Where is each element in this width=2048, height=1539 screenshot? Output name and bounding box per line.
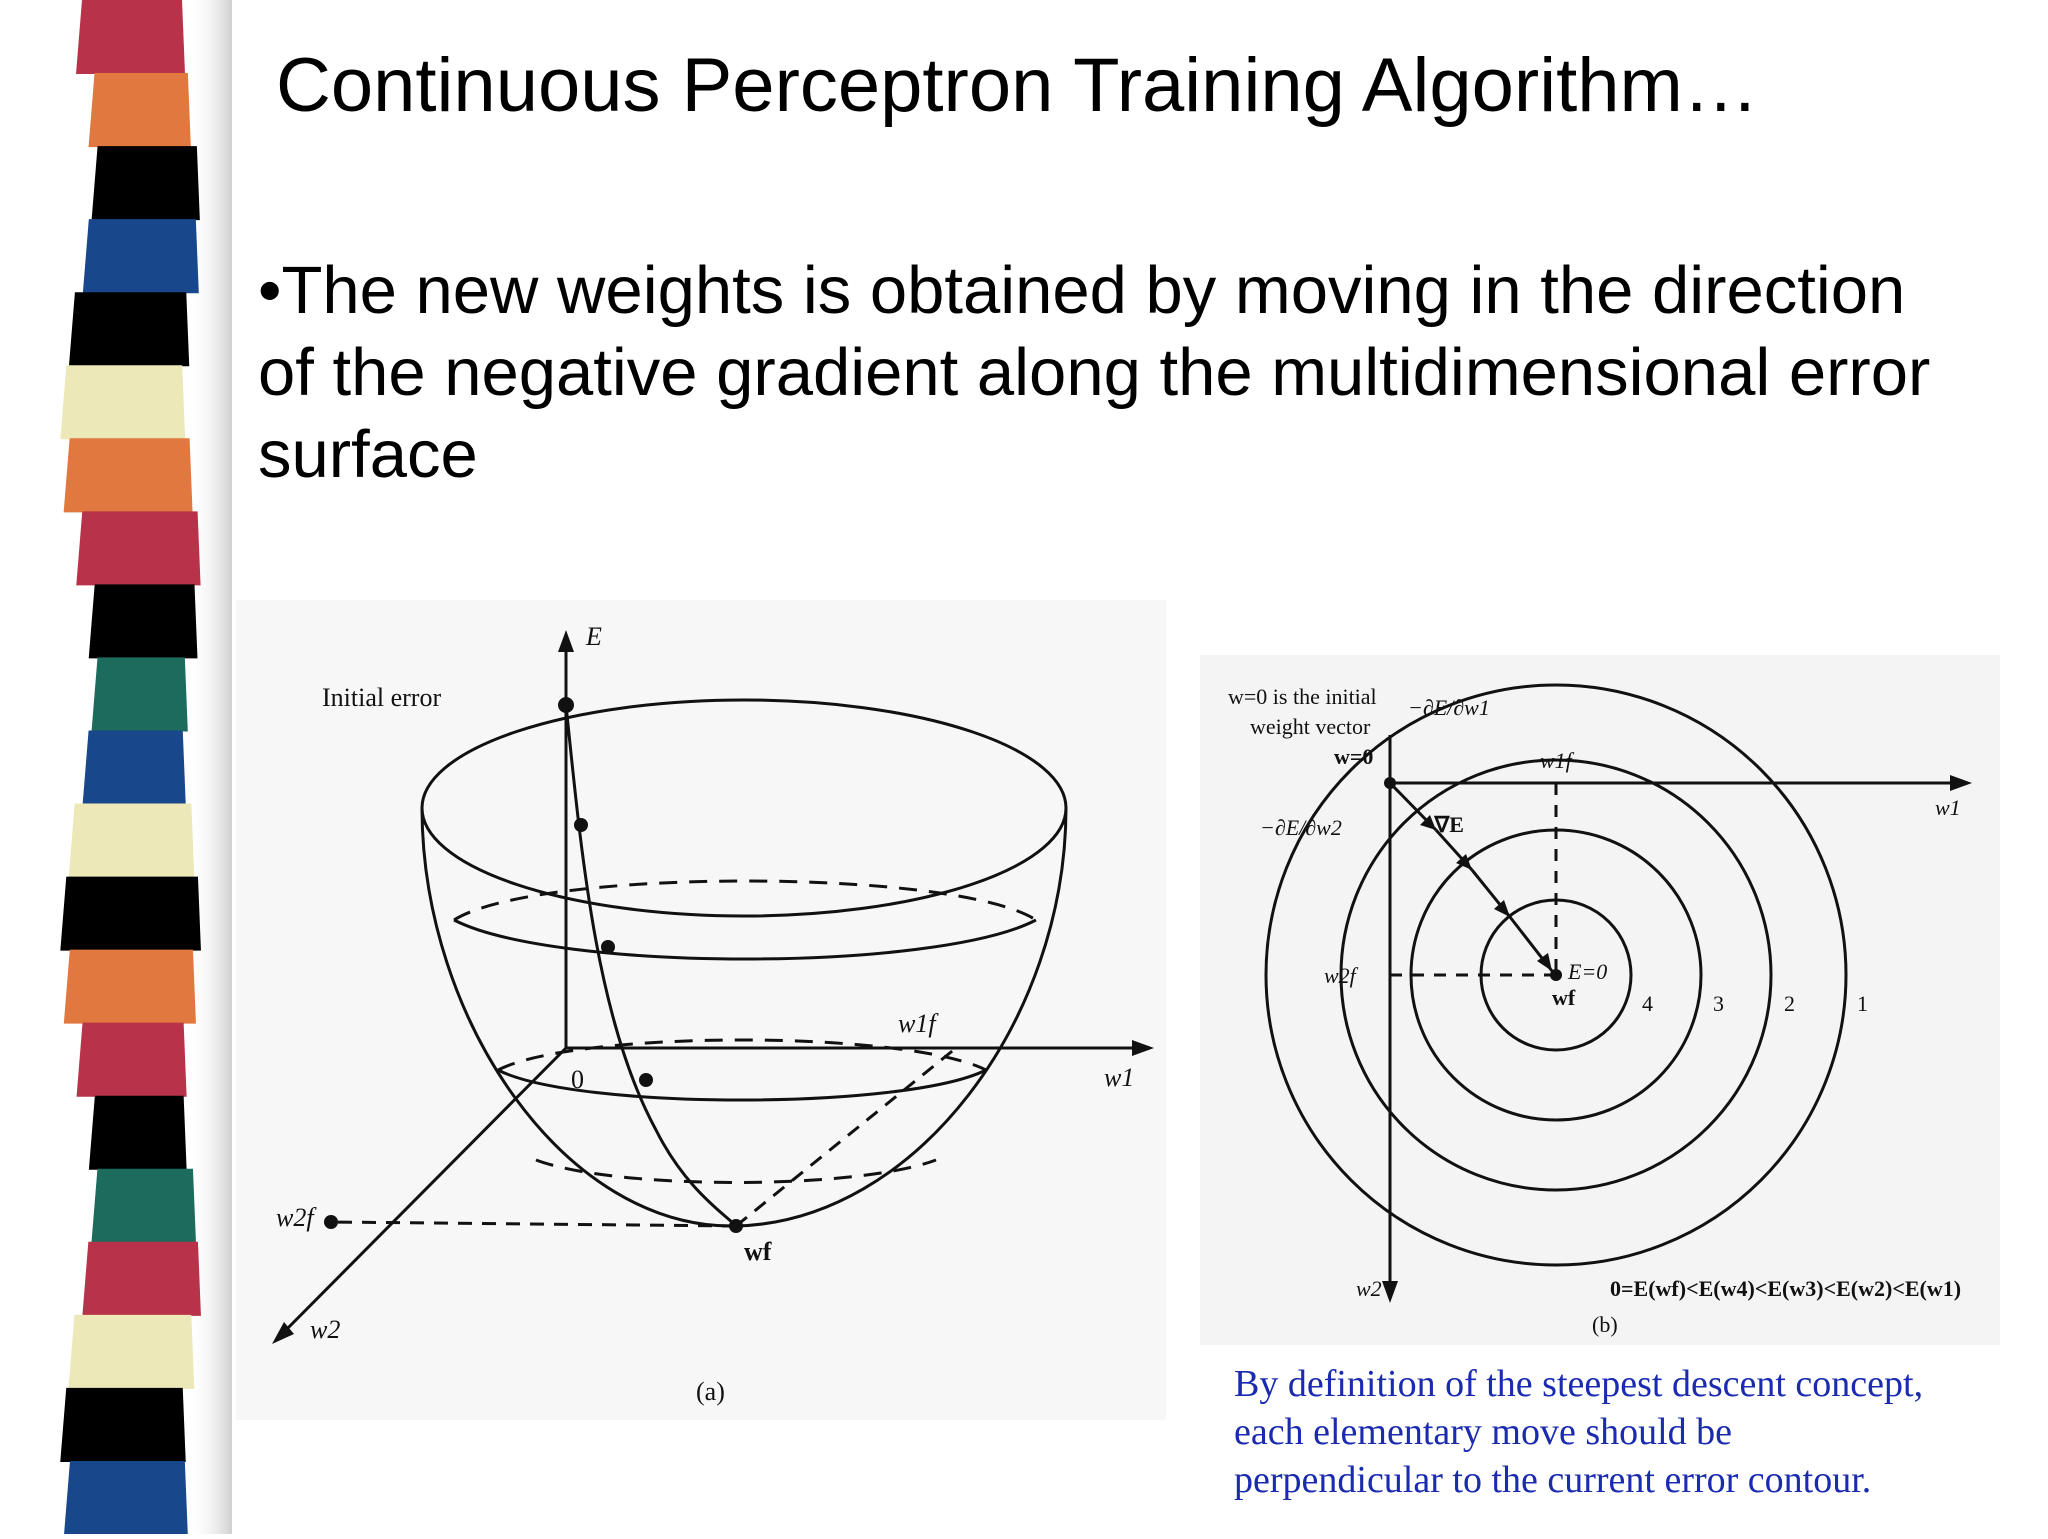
contour-lower-front [497,1068,987,1102]
w0-label: w=0 [1334,744,1373,769]
bullet-line-1: •The new weights is obtained by moving i… [258,253,1906,328]
caption-line-3: perpendicular to the current error conto… [1234,1459,1872,1501]
w1-label: w1 [1935,795,1961,820]
bullet-text: •The new weights is obtained by moving i… [258,250,1998,496]
figure-a-error-surface: E Initial error 0 w1f w1 w2f wf w2 (a) [236,600,1166,1420]
contour-label-2: 2 [1784,991,1795,1016]
gradient-arrow-1 [1420,815,1436,830]
origin-label: 0 [571,1065,584,1094]
stripe-segment [68,1314,195,1389]
initial-note-line-2: weight vector [1250,714,1371,739]
stripe-segment [76,0,185,75]
minimum-point [729,1219,743,1233]
e0-label: E=0 [1567,959,1607,984]
stripe-segment [91,657,188,732]
w2-axis-arrow [272,1322,294,1344]
stripe-segment [91,146,200,221]
initial-error-label: Initial error [322,683,441,712]
stripe-segment [82,1241,201,1316]
contour-label-3: 3 [1713,991,1724,1016]
w2-axis-arrow [1382,1281,1398,1303]
w2f-point [324,1215,338,1229]
gradient-arrow-2 [1456,854,1472,870]
w1-label: w1 [1104,1063,1134,1092]
projection-w2f [330,1220,737,1228]
e-axis-label: E [585,622,602,651]
figure-b-label: (b) [1592,1312,1618,1337]
e-axis-arrow [558,630,574,652]
contour-upper-front [453,918,1037,961]
contour-label-4: 4 [1642,991,1653,1016]
caption-line-2: each elementary move should be [1234,1411,1733,1453]
dE-dw1-label: −∂E/∂w1 [1408,695,1490,720]
initial-error-point [558,697,574,713]
bullet-line-2: of the negative gradient along the multi… [258,335,1931,410]
stripe-segment [60,1387,186,1462]
w2f-label: w2f [1324,963,1359,988]
path-point-1 [574,818,588,832]
path-point-2 [601,940,615,954]
w2-label: w2 [310,1315,340,1344]
stripe-segment [60,876,201,951]
w1-axis-arrow [1132,1040,1154,1056]
decorative-stripe-bar [0,0,232,1535]
w2f-label: w2f [276,1203,317,1232]
start-point [1384,777,1396,789]
wf-label: wf [744,1237,772,1266]
stripe-segment [88,1095,187,1170]
stripe-segment [76,511,201,586]
stripe-segment [91,1168,196,1243]
stripe-segment [76,1022,187,1097]
stripe-segment [68,803,195,878]
initial-note-line-1: w=0 is the initial [1228,684,1377,709]
stripe-segment [68,292,190,367]
w2-label: w2 [1356,1276,1382,1301]
gradient-arrow-4 [1537,953,1552,971]
stripe-segment [63,949,196,1024]
minimum-point [1550,969,1562,981]
stripe-segment [63,438,193,513]
w1f-label: w1f [898,1009,939,1038]
stripe-segment [88,584,198,659]
figure-caption: By definition of the steepest descent co… [1234,1360,2048,1504]
gradient-label: −∇E [1422,812,1464,837]
bullet-line-3: surface [258,417,478,492]
stripe-segment [82,219,199,294]
stripe-segment [82,730,186,805]
w2-axis [279,1046,568,1337]
contour-1 [1264,683,1848,1267]
wf-label: wf [1552,985,1576,1010]
stripe-segment [60,365,186,440]
contour-2 [1339,758,1773,1192]
stripe-segment [63,1460,188,1535]
stripe-segment [88,73,191,148]
gradient-arrow-3 [1494,900,1510,917]
dE-dw2-label: −∂E/∂w2 [1260,815,1342,840]
descent-path [564,704,738,1228]
figure-b-error-contours: w=0 is the initial weight vector w=0 −∂E… [1200,655,2000,1345]
contour-bottom [535,1158,937,1184]
slide-title: Continuous Perceptron Training Algorithm… [276,43,1759,128]
figure-a-label: (a) [696,1377,725,1406]
caption-line-1: By definition of the steepest descent co… [1234,1363,1924,1405]
w1f-label: w1f [1540,748,1575,773]
path-point-3 [639,1073,653,1087]
stripe-segments [60,0,201,1535]
contour-label-1: 1 [1857,991,1868,1016]
inequality-label: 0=E(wf)<E(w4)<E(w3)<E(w2)<E(w1) [1610,1276,1961,1301]
contour-lower-back [497,1038,987,1072]
w1-axis-arrow [1950,775,1972,791]
